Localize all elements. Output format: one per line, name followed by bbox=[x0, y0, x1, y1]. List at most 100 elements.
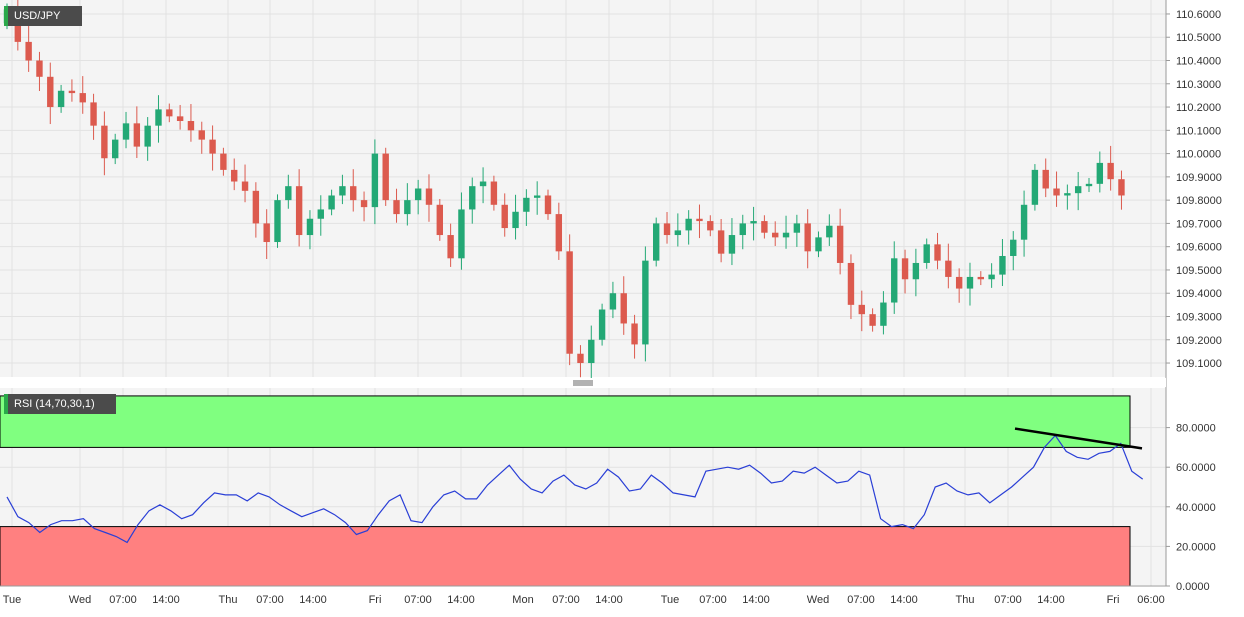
candle-body bbox=[631, 323, 638, 345]
candlestick bbox=[350, 169, 357, 212]
price-tick-label: 109.9000 bbox=[1176, 172, 1222, 184]
candle-body bbox=[674, 230, 682, 236]
symbol-label[interactable]: USD/JPY bbox=[4, 6, 82, 26]
candle-body bbox=[707, 221, 714, 231]
time-tick-label: Fri bbox=[1107, 594, 1120, 606]
candlestick bbox=[166, 103, 173, 123]
time-tick-label: Tue bbox=[661, 594, 680, 606]
candle-body bbox=[901, 258, 909, 280]
candle-body bbox=[1031, 169, 1039, 205]
candle-body bbox=[869, 314, 876, 326]
candlestick bbox=[620, 276, 627, 335]
candlestick bbox=[598, 303, 606, 346]
overbought-zone bbox=[0, 395, 1131, 448]
candlestick bbox=[696, 204, 703, 239]
candle-body bbox=[47, 76, 54, 108]
candle-body bbox=[750, 221, 757, 224]
candlestick bbox=[176, 104, 184, 130]
candle-body bbox=[761, 221, 768, 233]
candlestick bbox=[220, 147, 227, 176]
candlestick bbox=[544, 189, 552, 220]
candle-body bbox=[328, 195, 335, 210]
candle-body bbox=[815, 237, 822, 252]
price-tick-label: 110.1000 bbox=[1176, 125, 1221, 137]
candlestick bbox=[685, 210, 692, 245]
candlestick bbox=[360, 191, 368, 222]
rsi-indicator-label[interactable]: RSI (14,70,30,1) bbox=[4, 394, 116, 414]
price-tick-label: 110.6000 bbox=[1176, 9, 1221, 21]
candlestick bbox=[382, 147, 389, 206]
candle-body bbox=[166, 109, 173, 117]
price-tick-label: 109.6000 bbox=[1176, 242, 1222, 254]
candle-body bbox=[1107, 162, 1114, 180]
candle-body bbox=[533, 195, 541, 198]
candle-body bbox=[739, 223, 746, 236]
candle-body bbox=[263, 223, 270, 243]
price-tick-label: 110.3000 bbox=[1176, 79, 1221, 91]
candlestick bbox=[252, 182, 260, 238]
candlestick bbox=[263, 209, 270, 260]
candlestick bbox=[155, 95, 162, 143]
candle-body bbox=[155, 109, 162, 126]
candlestick bbox=[869, 308, 876, 332]
candle-body bbox=[176, 116, 184, 122]
pane-resize-handle[interactable] bbox=[0, 378, 1166, 387]
price-tick-label: 109.3000 bbox=[1176, 311, 1222, 323]
candle-body bbox=[1053, 188, 1060, 196]
candle-body bbox=[360, 200, 368, 208]
candle-body bbox=[317, 209, 324, 219]
candlestick bbox=[891, 241, 898, 314]
time-tick-label: 14:00 bbox=[1037, 594, 1065, 606]
candlestick bbox=[57, 84, 65, 113]
candlestick bbox=[231, 158, 238, 191]
candlestick bbox=[122, 111, 130, 149]
candle-body bbox=[598, 309, 606, 340]
candlestick bbox=[555, 202, 563, 260]
candlestick bbox=[523, 189, 530, 226]
rsi-tick-label: 0.0000 bbox=[1176, 581, 1210, 593]
candle-body bbox=[198, 130, 205, 140]
candlestick bbox=[209, 125, 216, 171]
time-tick-label: 07:00 bbox=[699, 594, 727, 606]
candlestick bbox=[479, 167, 487, 204]
candlestick bbox=[945, 243, 952, 289]
candle-body bbox=[858, 304, 865, 315]
candle-body bbox=[663, 223, 671, 236]
candle-body bbox=[1085, 183, 1093, 187]
candle-body bbox=[1064, 193, 1071, 196]
candle-body bbox=[393, 200, 400, 215]
candlestick bbox=[198, 121, 205, 154]
candle-body bbox=[252, 190, 260, 224]
rsi-label-text: RSI (14,70,30,1) bbox=[14, 398, 95, 410]
time-tick-label: 14:00 bbox=[447, 594, 475, 606]
candlestick bbox=[458, 192, 465, 270]
rsi-tick-label: 20.0000 bbox=[1176, 541, 1216, 553]
rsi-trendline[interactable] bbox=[1014, 427, 1143, 450]
candlestick bbox=[1010, 231, 1017, 271]
rsi-tick-label: 60.0000 bbox=[1176, 462, 1216, 474]
time-axis-labels: Tue Wed 07:00 14:00 Thu 07:00 14:00 Fri 07:00 14:… bbox=[3, 594, 1165, 606]
candle-body bbox=[955, 276, 963, 289]
symbol-label-text: USD/JPY bbox=[14, 10, 61, 22]
candle-body bbox=[79, 93, 86, 103]
candle-body bbox=[1020, 204, 1028, 240]
candle-body bbox=[642, 260, 649, 345]
candlestick bbox=[501, 193, 508, 237]
candle-body bbox=[231, 169, 238, 182]
symbol-label-accent bbox=[4, 6, 8, 26]
candlestick bbox=[750, 206, 757, 241]
candlestick bbox=[36, 51, 43, 91]
candle-body bbox=[912, 262, 920, 280]
candlestick bbox=[858, 290, 865, 332]
time-tick-label: 06:00 bbox=[1137, 594, 1165, 606]
candle-body bbox=[728, 235, 736, 254]
candle-body bbox=[620, 293, 627, 324]
candlestick bbox=[414, 179, 422, 215]
candlestick bbox=[241, 164, 249, 203]
candlestick bbox=[101, 111, 108, 176]
candle-body bbox=[588, 339, 595, 364]
candle-body bbox=[523, 197, 530, 212]
price-tick-label: 109.2000 bbox=[1176, 335, 1222, 347]
candle-body bbox=[382, 153, 389, 201]
